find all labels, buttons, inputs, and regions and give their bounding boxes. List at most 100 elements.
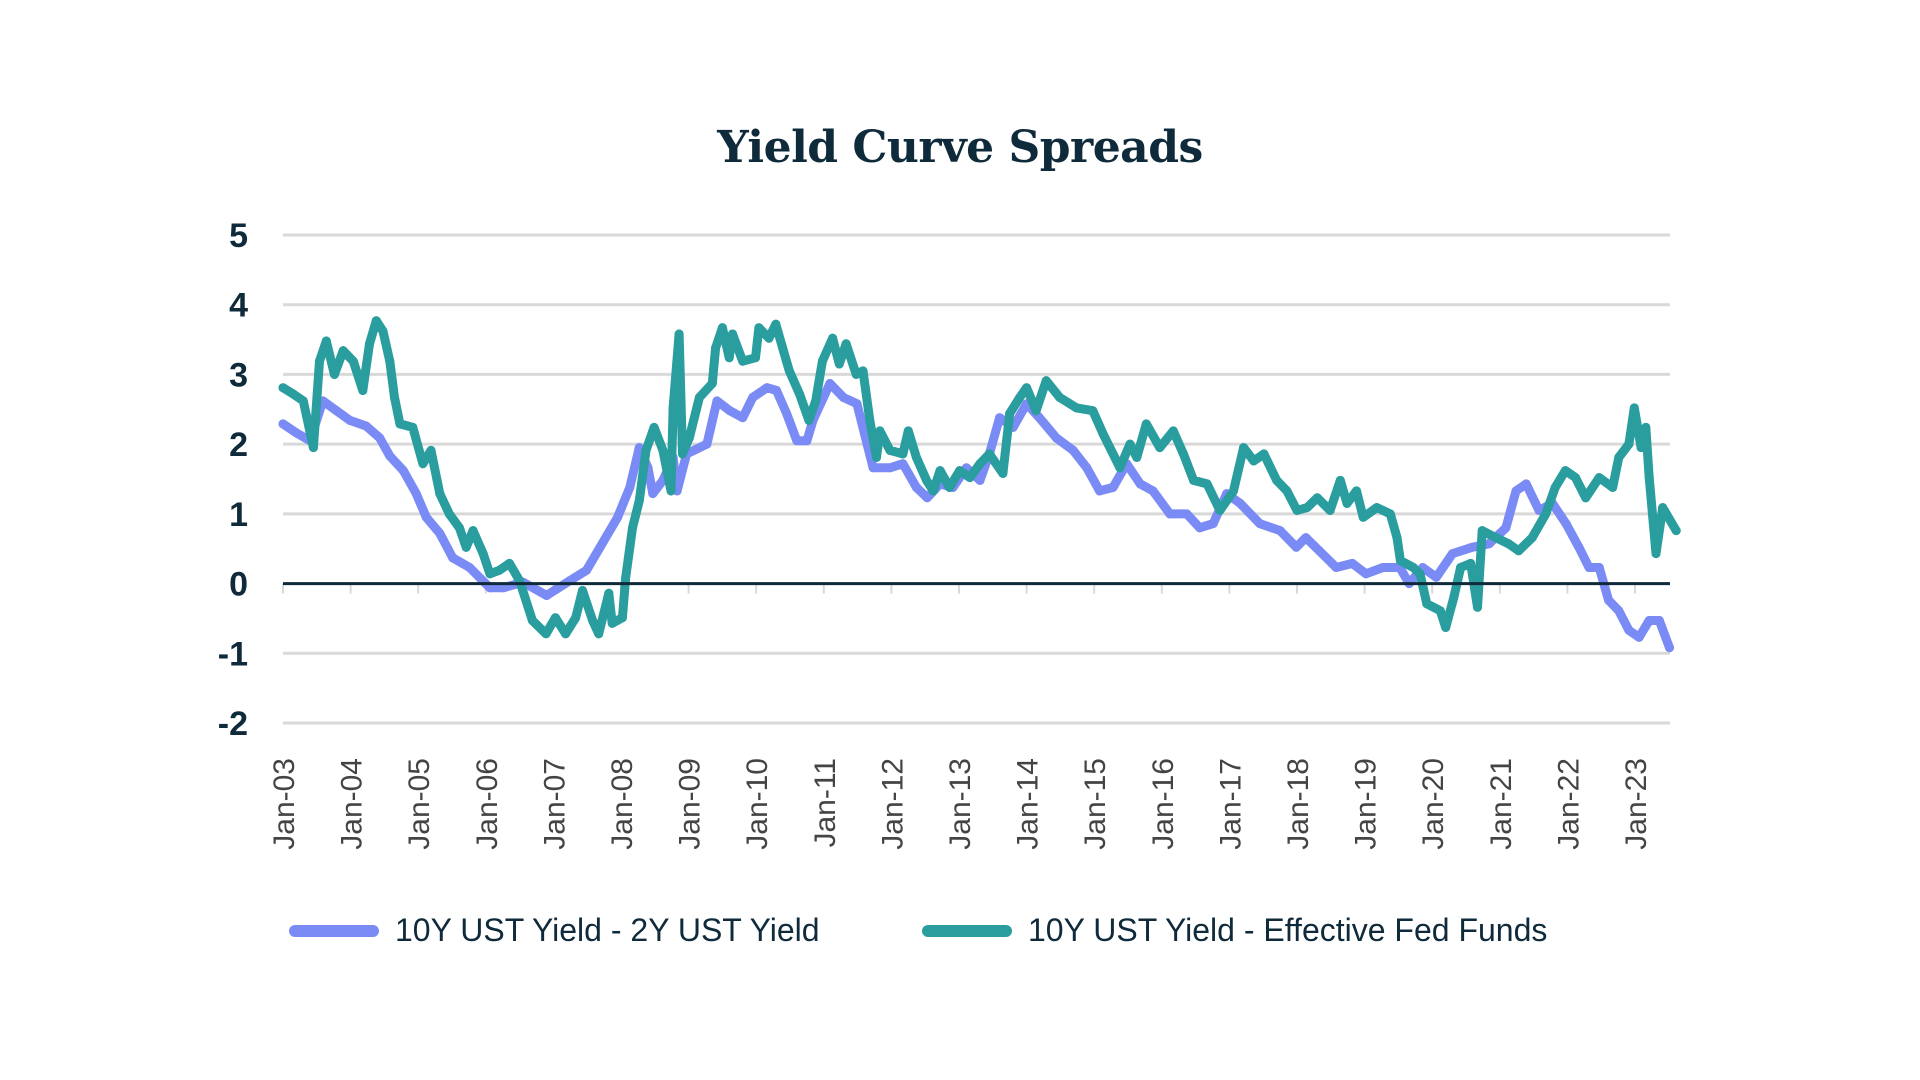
x-tick-label: Jan-21	[1485, 758, 1518, 850]
x-tick-label: Jan-19	[1350, 758, 1383, 850]
data-point	[1055, 392, 1065, 402]
data-point	[421, 512, 431, 522]
data-point	[1125, 439, 1135, 449]
data-point	[1624, 439, 1634, 449]
data-point	[875, 426, 885, 436]
data-point	[371, 316, 381, 326]
data-point	[1449, 593, 1459, 602]
data-point	[395, 419, 405, 429]
data-point	[628, 523, 637, 533]
data-point	[868, 463, 878, 473]
data-point	[738, 413, 748, 423]
data-point	[1629, 403, 1639, 413]
data-point	[385, 356, 395, 366]
data-point	[998, 468, 1008, 478]
data-point	[1272, 475, 1282, 485]
legend-item-10y-2y[interactable]: 10Y UST Yield - 2Y UST Yield	[289, 912, 820, 949]
data-point	[825, 379, 835, 388]
data-point	[738, 356, 748, 366]
data-point	[588, 616, 598, 625]
data-point	[922, 475, 932, 485]
y-tick-label: 5	[229, 217, 248, 255]
data-point	[1282, 486, 1292, 496]
y-axis-ticks: 5 4 3 2 1 0 -1 -2	[218, 217, 248, 743]
data-point	[468, 526, 478, 536]
x-tick-label: Jan-14	[1012, 758, 1045, 850]
data-point	[542, 590, 552, 600]
data-point	[1467, 542, 1477, 552]
data-point	[1560, 466, 1570, 476]
data-point	[595, 542, 605, 552]
data-point	[541, 629, 551, 639]
legend-item-10y-ff[interactable]: 10Y UST Yield - Effective Fed Funds	[922, 912, 1547, 949]
series-lines	[278, 316, 1681, 653]
data-point	[398, 466, 408, 476]
data-point	[1022, 383, 1032, 393]
data-point	[903, 426, 913, 436]
data-point	[444, 509, 454, 519]
data-point	[1082, 463, 1092, 473]
data-point	[308, 443, 318, 453]
x-tick-label: Jan-06	[471, 758, 504, 850]
data-point	[1301, 533, 1311, 543]
x-tick-label: Jan-10	[741, 758, 774, 850]
data-point	[1484, 539, 1494, 549]
data-point	[1135, 479, 1145, 489]
chart-title: Yield Curve Spreads	[717, 122, 1203, 173]
data-point	[1594, 473, 1604, 483]
data-point	[1441, 623, 1451, 632]
data-point	[1239, 443, 1249, 453]
data-point	[461, 542, 471, 552]
data-point	[965, 473, 975, 483]
gridlines	[282, 233, 1670, 725]
data-point	[498, 583, 508, 593]
data-point	[426, 445, 436, 455]
x-tick-label: Jan-20	[1417, 758, 1450, 850]
data-point	[485, 583, 495, 593]
data-point	[975, 459, 985, 469]
data-point	[668, 403, 678, 413]
data-point	[634, 496, 644, 506]
data-point	[1148, 486, 1158, 496]
series-line-10y-2y	[278, 379, 1674, 653]
data-point	[1473, 602, 1482, 612]
data-point	[1072, 403, 1082, 413]
data-point	[1051, 433, 1061, 443]
data-point	[1658, 503, 1668, 513]
data-point	[911, 452, 921, 462]
data-point	[338, 346, 348, 356]
data-point	[390, 392, 399, 402]
data-point	[1378, 563, 1388, 572]
data-point	[1395, 556, 1405, 566]
data-point	[378, 326, 388, 336]
data-point	[694, 392, 704, 402]
data-point	[707, 379, 717, 388]
data-point	[1435, 606, 1445, 616]
data-point	[711, 343, 721, 353]
data-point	[1385, 509, 1395, 519]
data-point	[995, 413, 1005, 423]
y-tick-label: 1	[229, 496, 248, 534]
data-point	[851, 369, 861, 379]
data-point	[724, 353, 734, 363]
data-point	[1314, 546, 1324, 556]
data-point	[1594, 563, 1604, 572]
data-point	[1456, 563, 1466, 572]
data-point	[1477, 526, 1487, 536]
data-point	[1491, 533, 1501, 543]
data-point	[1108, 482, 1118, 492]
data-point	[485, 569, 495, 579]
data-point	[561, 629, 571, 639]
data-point	[784, 366, 794, 376]
data-point	[885, 463, 895, 473]
data-point	[408, 422, 418, 432]
data-point	[594, 629, 604, 639]
data-point	[621, 572, 631, 582]
data-point	[1415, 569, 1425, 579]
data-point	[1634, 632, 1644, 642]
data-point	[666, 486, 676, 496]
data-point	[764, 333, 774, 343]
data-point	[1165, 509, 1175, 519]
x-tick-label: Jan-15	[1079, 758, 1112, 850]
y-tick-label: -2	[218, 705, 248, 743]
